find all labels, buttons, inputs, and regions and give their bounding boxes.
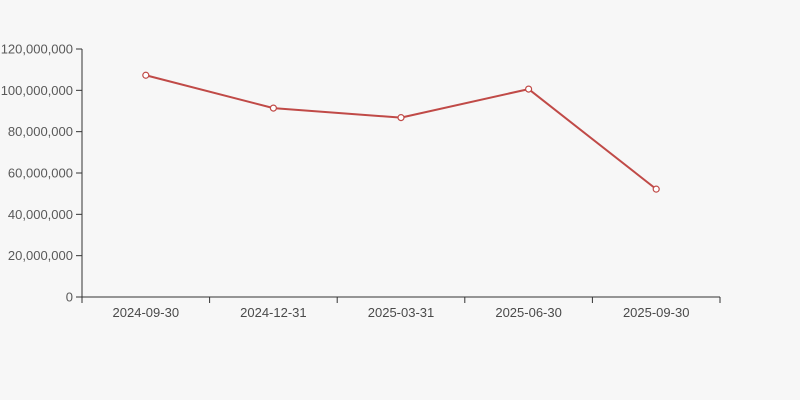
x-tick-label: 2025-06-30 <box>495 305 562 320</box>
y-tick-label: 60,000,000 <box>8 166 73 181</box>
data-point-marker <box>142 71 150 79</box>
data-point-marker <box>652 185 660 193</box>
y-tick-label: 0 <box>66 290 73 305</box>
data-point-marker <box>269 104 277 112</box>
y-tick-label: 80,000,000 <box>8 124 73 139</box>
x-tick-label: 2024-12-31 <box>240 305 307 320</box>
y-tick-label: 100,000,000 <box>1 83 73 98</box>
x-tick-label: 2025-09-30 <box>623 305 690 320</box>
series-line <box>144 74 658 191</box>
y-tick-label: 120,000,000 <box>1 42 73 57</box>
x-tick-label: 2024-09-30 <box>113 305 180 320</box>
x-tick-label: 2025-03-31 <box>368 305 435 320</box>
data-point-marker <box>397 114 405 122</box>
y-tick-label: 40,000,000 <box>8 207 73 222</box>
data-point-marker <box>524 85 533 93</box>
y-tick-label: 20,000,000 <box>8 248 73 263</box>
